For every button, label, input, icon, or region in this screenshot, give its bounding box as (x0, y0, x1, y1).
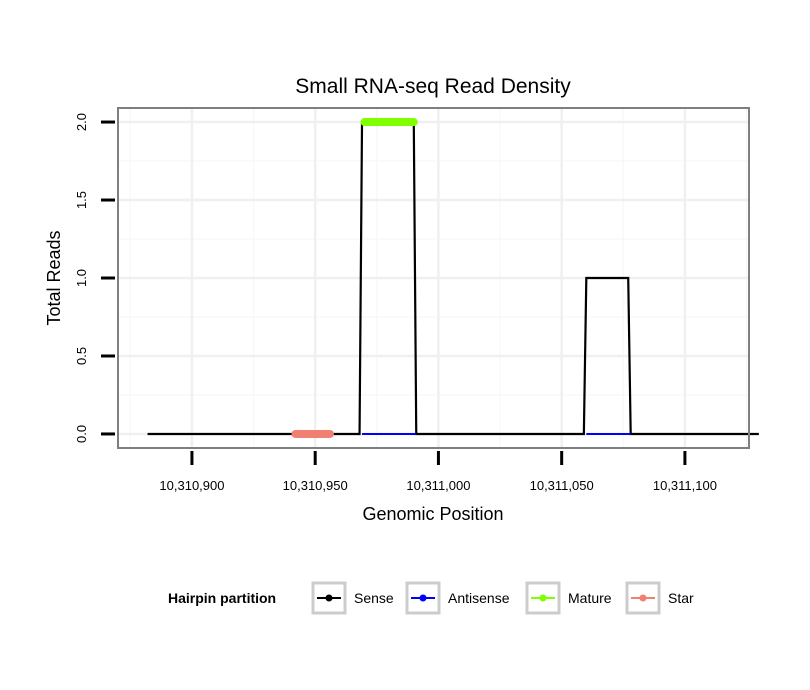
y-axis-title: Total Reads (44, 230, 64, 325)
y-tick-label: 2.0 (74, 113, 89, 131)
series-layer (147, 118, 759, 438)
x-axis: 10,310,900 10,310,950 10,311,000 10,311,050… (159, 451, 717, 493)
y-tick-label: 0.0 (74, 425, 89, 443)
x-tick-label: 10,311,050 (530, 478, 594, 493)
y-axis: 0.0 0.5 1.0 1.5 2.0 (74, 113, 115, 443)
plot-panel-border (117, 107, 750, 449)
legend-key-dot (639, 594, 647, 602)
x-axis-title: Genomic Position (362, 504, 503, 524)
chart-title: Small RNA-seq Read Density (295, 75, 571, 98)
series-sense-line (147, 120, 759, 436)
legend-label: Sense (354, 590, 394, 606)
legend-key-dot (539, 594, 547, 602)
legend-label: Star (668, 590, 694, 606)
x-tick-label: 10,310,900 (159, 478, 224, 493)
legend-title: Hairpin partition (168, 590, 276, 606)
legend-key-dot (325, 594, 333, 602)
legend-label: Antisense (448, 590, 510, 606)
legend-label: Mature (568, 590, 612, 606)
x-tick-label: 10,311,000 (406, 478, 470, 493)
legend: Hairpin partition Sense Antisense Mature St… (168, 581, 694, 615)
legend-items: Sense Antisense Mature Star (311, 581, 694, 615)
x-tick-label: 10,311,100 (653, 478, 717, 493)
x-tick-label: 10,310,950 (283, 478, 348, 493)
y-tick-label: 0.5 (74, 347, 89, 365)
legend-key-dot (419, 594, 427, 602)
y-tick-label: 1.0 (74, 269, 89, 287)
y-tick-label: 1.5 (74, 191, 89, 209)
